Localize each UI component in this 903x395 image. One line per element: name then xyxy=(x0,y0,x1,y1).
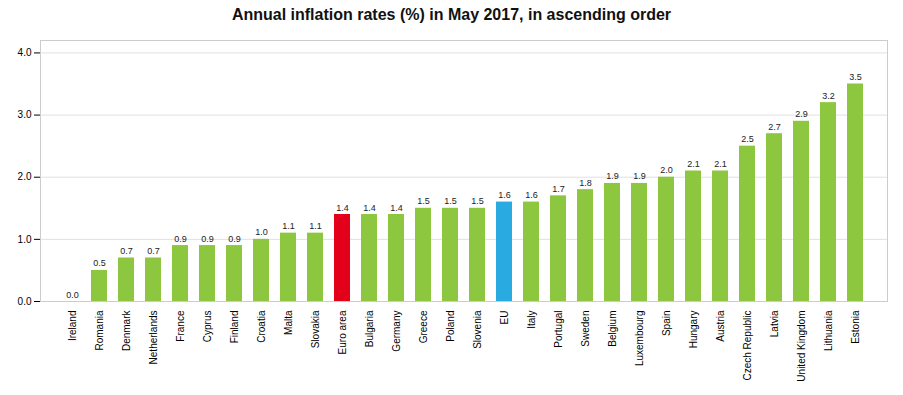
svg-text:Portugal: Portugal xyxy=(553,311,564,348)
svg-text:0.9: 0.9 xyxy=(201,234,214,244)
svg-text:Germany: Germany xyxy=(391,311,402,352)
svg-text:0.7: 0.7 xyxy=(120,246,133,256)
svg-text:1.4: 1.4 xyxy=(390,203,403,213)
svg-text:1.1: 1.1 xyxy=(282,221,295,231)
svg-text:1.5: 1.5 xyxy=(444,196,457,206)
svg-text:0.9: 0.9 xyxy=(228,234,241,244)
svg-text:1.5: 1.5 xyxy=(471,196,484,206)
svg-text:0.7: 0.7 xyxy=(147,246,160,256)
svg-text:Poland: Poland xyxy=(445,311,456,342)
svg-text:3.5: 3.5 xyxy=(849,72,862,82)
svg-text:Euro area: Euro area xyxy=(337,310,348,354)
svg-text:0.0: 0.0 xyxy=(66,290,79,300)
svg-text:2.1: 2.1 xyxy=(687,159,700,169)
svg-text:2.1: 2.1 xyxy=(714,159,727,169)
svg-text:France: France xyxy=(175,310,186,342)
svg-text:1.9: 1.9 xyxy=(633,171,646,181)
svg-text:1.4: 1.4 xyxy=(336,203,349,213)
svg-text:Slovakia: Slovakia xyxy=(310,310,321,348)
svg-text:1.1: 1.1 xyxy=(309,221,322,231)
svg-text:Italy: Italy xyxy=(526,311,537,329)
svg-text:Spain: Spain xyxy=(661,311,672,337)
svg-text:4.0: 4.0 xyxy=(18,47,32,58)
svg-text:1.4: 1.4 xyxy=(363,203,376,213)
svg-text:Estonia: Estonia xyxy=(850,310,861,344)
html-text:Annual inflation rates (%) in: Annual inflation rates (%) in May 2017, … xyxy=(231,6,672,23)
svg-text:1.7: 1.7 xyxy=(552,184,565,194)
svg-text:Slovenia: Slovenia xyxy=(472,310,483,349)
svg-text:Cyprus: Cyprus xyxy=(202,311,213,343)
svg-text:0.5: 0.5 xyxy=(93,258,106,268)
svg-text:Luxembourg: Luxembourg xyxy=(634,311,645,367)
svg-text:2.5: 2.5 xyxy=(741,134,754,144)
svg-text:Malta: Malta xyxy=(283,310,294,335)
svg-text:Ireland: Ireland xyxy=(67,311,78,342)
svg-text:1.6: 1.6 xyxy=(525,190,538,200)
svg-text:1.5: 1.5 xyxy=(417,196,430,206)
svg-text:2.0: 2.0 xyxy=(660,165,673,175)
svg-text:1.9: 1.9 xyxy=(606,171,619,181)
svg-text:Greece: Greece xyxy=(418,310,429,343)
svg-text:Denmark: Denmark xyxy=(121,310,132,352)
svg-text:2.7: 2.7 xyxy=(768,122,781,132)
svg-text:Hungary: Hungary xyxy=(688,311,699,349)
svg-text:Sweden: Sweden xyxy=(580,311,591,347)
svg-text:United Kingdom: United Kingdom xyxy=(796,311,807,382)
svg-text:Croatia: Croatia xyxy=(256,310,267,343)
svg-text:Austria: Austria xyxy=(715,310,726,342)
svg-text:1.8: 1.8 xyxy=(579,178,592,188)
svg-text:1.0: 1.0 xyxy=(18,234,32,245)
svg-text:Belgium: Belgium xyxy=(607,311,618,347)
svg-text:0.0: 0.0 xyxy=(18,296,32,307)
svg-text:Romania: Romania xyxy=(94,310,105,350)
svg-text:Lithuania: Lithuania xyxy=(823,310,834,351)
svg-text:0.9: 0.9 xyxy=(174,234,187,244)
svg-text:1.6: 1.6 xyxy=(498,190,511,200)
svg-text:Latvia: Latvia xyxy=(769,310,780,337)
svg-text:2.9: 2.9 xyxy=(795,109,808,119)
svg-text:3.2: 3.2 xyxy=(822,91,835,101)
svg-text:1.0: 1.0 xyxy=(255,227,268,237)
svg-text:Netherlands: Netherlands xyxy=(148,311,159,365)
svg-text:Czech Republic: Czech Republic xyxy=(742,311,753,381)
svg-text:2.0: 2.0 xyxy=(18,171,32,182)
svg-text:Finland: Finland xyxy=(229,311,240,344)
svg-text:3.0: 3.0 xyxy=(18,109,32,120)
svg-text:EU: EU xyxy=(499,311,510,325)
svg-text:Bulgaria: Bulgaria xyxy=(364,310,375,347)
